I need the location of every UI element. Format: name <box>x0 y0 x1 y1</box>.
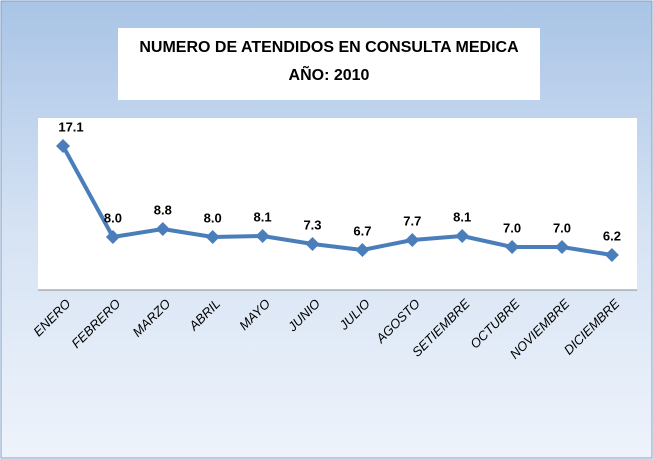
line <box>61 145 613 257</box>
data-label: 7.0 <box>553 220 571 235</box>
marker <box>405 233 420 247</box>
chart-title: NUMERO DE ATENDIDOS EN CONSULTA MEDICA <box>139 39 519 56</box>
marker <box>455 229 470 243</box>
marker <box>105 230 120 244</box>
data-label: 7.0 <box>503 220 521 235</box>
plot-area <box>38 118 637 290</box>
marker <box>355 243 370 257</box>
marker <box>205 230 220 244</box>
data-label: 17.1 <box>58 119 83 134</box>
data-label: 7.7 <box>403 213 421 228</box>
data-label: 8.1 <box>453 209 471 224</box>
marker <box>255 229 270 243</box>
data-label: 7.3 <box>303 217 321 232</box>
marker <box>604 248 619 262</box>
data-label: 8.0 <box>104 210 122 225</box>
marker <box>155 222 170 236</box>
data-label: 6.2 <box>603 228 621 243</box>
marker <box>555 240 569 254</box>
title-box <box>118 28 540 100</box>
marker <box>56 139 70 153</box>
marker <box>505 240 520 254</box>
data-label: 8.8 <box>154 202 172 217</box>
data-label: 6.7 <box>353 223 371 238</box>
chart-subtitle: AÑO: 2010 <box>289 64 370 84</box>
data-label: 8.1 <box>254 209 272 224</box>
marker <box>305 237 320 251</box>
data-label: 8.0 <box>204 210 222 225</box>
